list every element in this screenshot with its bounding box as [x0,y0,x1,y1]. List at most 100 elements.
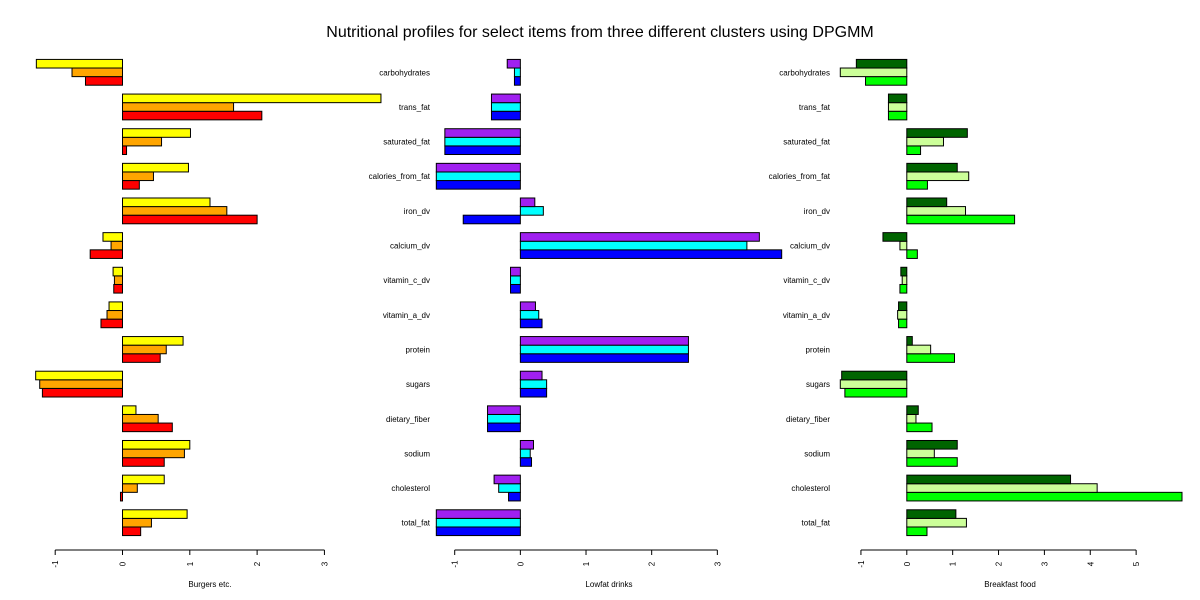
bar [882,232,908,242]
bar [122,344,167,355]
panel-1: -1 0 1 2 3 Burgers etc. [35,58,382,589]
bar [519,370,543,381]
x-tick-label: 2 [253,561,262,566]
bar [510,283,521,294]
x-tick-label: 2 [648,561,657,566]
bar [122,422,173,433]
bar [122,474,165,485]
bar [887,102,908,112]
bar [122,162,189,173]
category-label: vitamin_a_dv [383,311,430,320]
x-tick-label: 0 [903,561,912,566]
bar [839,67,908,78]
bar [519,301,536,312]
x-axis-title: Lowfat drinks [585,580,632,589]
x-tick-label: 0 [119,561,128,566]
bar [122,102,235,112]
bar [122,206,228,216]
category-label: protein [806,346,830,355]
bar [906,413,917,424]
bar [71,67,123,78]
x-tick-label: 1 [949,561,958,566]
x-axis-title: Burgers etc. [188,580,231,589]
bar [841,370,908,381]
bar [519,336,689,346]
bar [122,413,159,424]
x-tick-label: 5 [1132,561,1141,566]
category-label: cholesterol [791,484,830,493]
bar [35,58,123,69]
bar [122,439,191,450]
bar [490,110,521,121]
bar [519,206,544,216]
x-tick-label: 3 [713,561,722,566]
bar [519,439,534,450]
bar [906,517,967,528]
bar [122,110,263,121]
panels: -1 0 1 2 3 Burgers etc. total_fat cholesterol so… [35,58,1183,589]
bar [906,457,958,467]
category-label: protein [406,346,430,355]
x-tick-label: 1 [186,561,195,566]
bar [435,509,521,519]
category-label: vitamin_c_dv [783,276,830,285]
bar [899,283,908,294]
bar [490,93,521,104]
bar [519,310,540,320]
category-label: iron_dv [404,207,430,216]
bar [490,102,521,112]
bar [122,145,128,156]
bar [906,162,958,173]
bar [435,526,521,537]
bar [906,336,913,346]
bar [519,249,783,259]
bar [444,128,521,138]
panel-3: total_fat cholesterol sodium dietary_fiber s… [769,58,1183,589]
bar [122,336,184,346]
bar [435,180,521,190]
bar [113,283,123,294]
bar [122,517,152,528]
category-label: total_fat [402,519,431,528]
x-tick-label: 2 [995,561,1004,566]
bar [110,240,123,251]
category-label: carbohydrates [379,68,430,77]
category-label: sugars [406,380,430,389]
bar [39,379,123,389]
bar [906,136,944,147]
bar [122,128,191,138]
bar [906,483,1098,493]
category-label: iron_dv [804,207,830,216]
bar [122,171,154,182]
bar [906,509,957,519]
bar [510,275,521,285]
bar [106,310,123,320]
bar [435,171,521,182]
bar [513,76,521,86]
bar [444,145,521,156]
bar [84,76,124,86]
bar [102,232,124,242]
bar [906,474,1072,485]
bar [112,266,124,277]
category-label: trans_fat [399,103,431,112]
bar [435,517,521,528]
bar [901,275,908,285]
bar [519,344,689,355]
bar [108,301,124,312]
category-label: calcium_dv [790,242,830,251]
bar [906,249,918,259]
bar [906,353,955,363]
bar [887,110,908,121]
bar [906,526,928,537]
bar [519,379,548,389]
bar [519,457,533,467]
bar [122,509,188,519]
bar [462,214,521,225]
bar [519,387,548,398]
bar [122,136,163,147]
bar [844,387,908,398]
bar [906,344,932,355]
category-label: sodium [404,449,430,458]
